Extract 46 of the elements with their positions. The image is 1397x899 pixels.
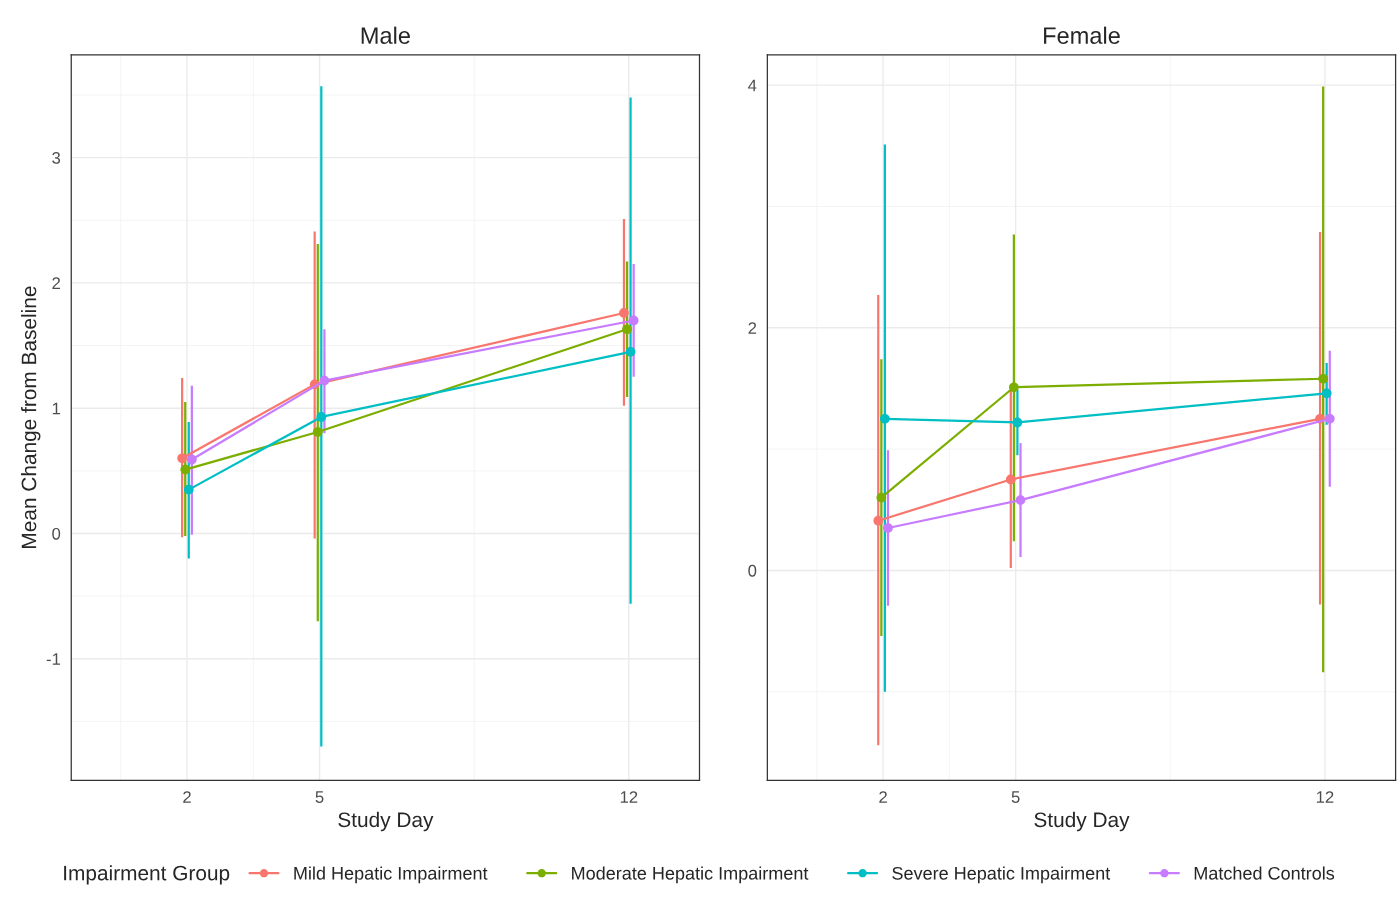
- legend-label: Matched Controls: [1194, 866, 1335, 880]
- point: [177, 453, 187, 464]
- point: [619, 308, 629, 318]
- y-tick-label: 0: [52, 527, 61, 540]
- legend-label: Severe Hepatic Impairment: [892, 866, 1111, 884]
- point: [876, 492, 887, 503]
- y-tick-label: 3: [52, 151, 61, 164]
- x-axis-title: Study Day: [1034, 811, 1130, 832]
- point: [1009, 382, 1019, 393]
- legend-title: Impairment Group: [64, 865, 230, 885]
- x-axis-title: Study Day: [338, 811, 434, 832]
- point: [1318, 373, 1329, 384]
- point: [625, 346, 636, 357]
- point: [312, 427, 323, 437]
- point: [1005, 474, 1016, 485]
- legend-label: Moderate Hepatic Impairment: [572, 866, 809, 884]
- x-tick-label: 5: [315, 791, 324, 803]
- point: [183, 484, 194, 495]
- legend-label: Mild Hepatic Impairment: [294, 866, 488, 884]
- point: [1324, 413, 1335, 424]
- point: [873, 515, 884, 526]
- x-tick-label: 2: [879, 791, 887, 803]
- point: [628, 315, 639, 326]
- point: [622, 324, 632, 335]
- point: [180, 464, 191, 475]
- y-tick-label: 1: [52, 402, 61, 415]
- y-tick-label: -1: [46, 653, 61, 665]
- y-axis-title: Mean Change from Baseline: [21, 286, 41, 548]
- point: [1012, 417, 1023, 428]
- point: [880, 413, 890, 424]
- x-tick-label: 12: [1316, 791, 1334, 803]
- point: [1321, 388, 1332, 399]
- chart-title: Female: [1044, 26, 1120, 44]
- x-tick-label: 5: [1011, 791, 1020, 803]
- y-tick-label: 0: [748, 564, 757, 577]
- point: [1015, 495, 1026, 505]
- point: [316, 412, 327, 422]
- point: [883, 523, 893, 533]
- point: [319, 375, 330, 386]
- y-tick-label: 2: [52, 277, 60, 289]
- y-tick-label: 4: [748, 79, 757, 92]
- y-tick-label: 2: [748, 322, 757, 334]
- chart-title: Male: [361, 26, 410, 44]
- point: [187, 454, 197, 465]
- x-tick-label: 12: [620, 791, 638, 803]
- x-tick-label: 2: [183, 791, 191, 803]
